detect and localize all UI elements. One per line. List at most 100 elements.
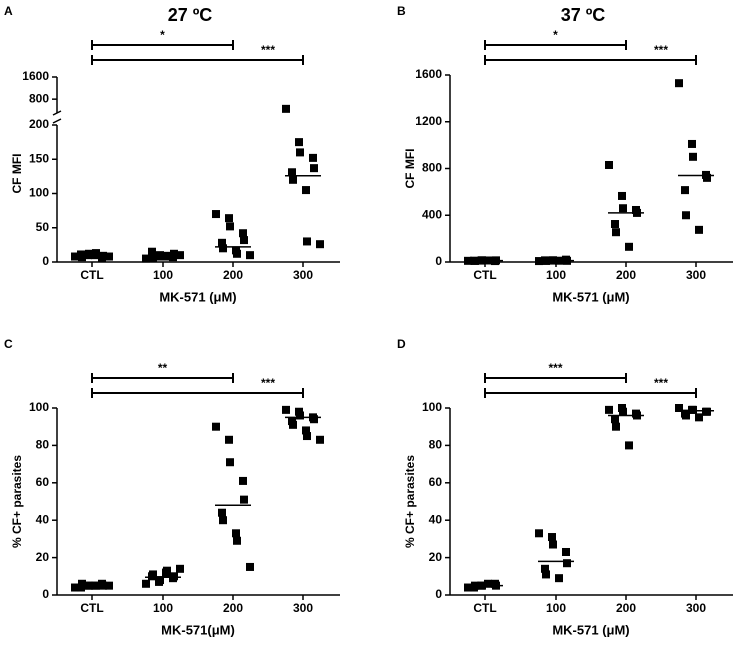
data-point (464, 583, 472, 592)
x-tick-label: 300 (686, 601, 706, 615)
y-tick-label: 1600 (22, 69, 49, 83)
x-tick-label: 300 (686, 268, 706, 282)
panel-label: B (397, 4, 406, 18)
data-point (212, 422, 220, 431)
data-point (703, 407, 711, 416)
panel: A 27 ºC 0 50 100 150 200 800 1600 CF MFI MK-571 (μ… (4, 4, 340, 304)
significance-bar (484, 388, 697, 398)
panel-label: A (4, 4, 13, 18)
data-point (689, 152, 697, 161)
significance-bar (484, 55, 697, 65)
panel: B 37 ºC 0 400 800 1200 1600 CF MFI MK-571 (μM) CT… (397, 4, 733, 304)
data-point (92, 249, 100, 258)
data-point (310, 164, 318, 173)
data-point (149, 570, 157, 579)
data-point (163, 566, 171, 575)
data-point (85, 249, 93, 258)
x-tick-label: 300 (293, 268, 313, 282)
y-tick-label: 1200 (415, 114, 442, 128)
y-tick-label: 150 (29, 151, 49, 165)
x-tick-label: CTL (473, 268, 496, 282)
y-tick-label: 20 (429, 550, 443, 564)
y-tick-label: 20 (36, 550, 50, 564)
data-point (225, 214, 233, 223)
x-axis-label: MK-571 (μM) (552, 289, 629, 304)
data-point (703, 173, 711, 182)
y-tick-label: 40 (36, 512, 50, 526)
significance-bar (91, 388, 304, 398)
data-point (605, 160, 613, 169)
significance-bar (484, 373, 627, 383)
data-point (611, 415, 619, 424)
data-point (239, 229, 247, 238)
data-point (246, 251, 254, 260)
data-point (78, 579, 86, 588)
y-tick-label: 60 (429, 475, 443, 489)
data-point (176, 564, 184, 573)
significance-bar (91, 373, 234, 383)
data-point (555, 574, 563, 583)
y-tick-label: 200 (29, 117, 49, 131)
panel: C 0 20 40 60 80 100 % CF+ parasites MK-571(μM) CT… (4, 337, 340, 637)
data-point (681, 186, 689, 195)
data-point (695, 413, 703, 422)
data-point (240, 495, 248, 504)
y-tick-label: 800 (29, 91, 49, 105)
data-point (695, 225, 703, 234)
significance-bar (91, 40, 234, 50)
panel: D 0 20 40 60 80 100 % CF+ parasites MK-571 (μM) C… (397, 337, 733, 637)
data-point (142, 254, 150, 263)
data-point (619, 204, 627, 213)
x-tick-label: 100 (546, 601, 566, 615)
data-point (548, 533, 556, 542)
y-tick-label: 0 (42, 254, 49, 268)
x-axis-label: MK-571(μM) (161, 622, 235, 637)
panel-title: 27 ºC (168, 5, 213, 25)
significance-label: ** (158, 361, 168, 375)
significance-label: *** (548, 361, 562, 375)
data-point (170, 249, 178, 258)
y-axis-label: CF MFI (10, 154, 24, 194)
y-tick-label: 100 (29, 186, 49, 200)
data-point (316, 240, 324, 249)
data-point (542, 570, 550, 579)
significance-bar (484, 40, 627, 50)
y-tick-label: 0 (42, 587, 49, 601)
data-point (176, 251, 184, 260)
significance-bar (91, 55, 304, 65)
data-point (605, 405, 613, 414)
data-point (142, 579, 150, 588)
data-point (612, 422, 620, 431)
y-tick-label: 100 (422, 400, 442, 414)
data-point (303, 237, 311, 246)
data-point (535, 529, 543, 538)
x-tick-label: 300 (293, 601, 313, 615)
x-tick-label: 200 (616, 601, 636, 615)
y-axis-label: % CF+ parasites (10, 455, 24, 548)
significance-label: *** (654, 43, 668, 57)
data-point (239, 476, 247, 485)
data-point (563, 559, 571, 568)
data-point (303, 432, 311, 441)
x-tick-label: 100 (153, 268, 173, 282)
data-point (170, 572, 178, 581)
y-tick-label: 50 (36, 220, 50, 234)
x-tick-label: CTL (473, 601, 496, 615)
significance-label: *** (261, 376, 275, 390)
y-tick-label: 400 (422, 207, 442, 221)
data-point (296, 411, 304, 420)
x-tick-label: 200 (223, 601, 243, 615)
data-point (218, 238, 226, 247)
data-point (288, 168, 296, 177)
data-point (295, 138, 303, 147)
data-point (219, 244, 227, 253)
y-tick-label: 80 (429, 438, 443, 452)
data-point (78, 253, 86, 262)
significance-label: *** (261, 43, 275, 57)
x-tick-label: 100 (153, 601, 173, 615)
data-point (612, 228, 620, 237)
x-tick-label: CTL (80, 268, 103, 282)
y-tick-label: 0 (435, 254, 442, 268)
data-point (246, 562, 254, 571)
data-point (232, 529, 240, 538)
